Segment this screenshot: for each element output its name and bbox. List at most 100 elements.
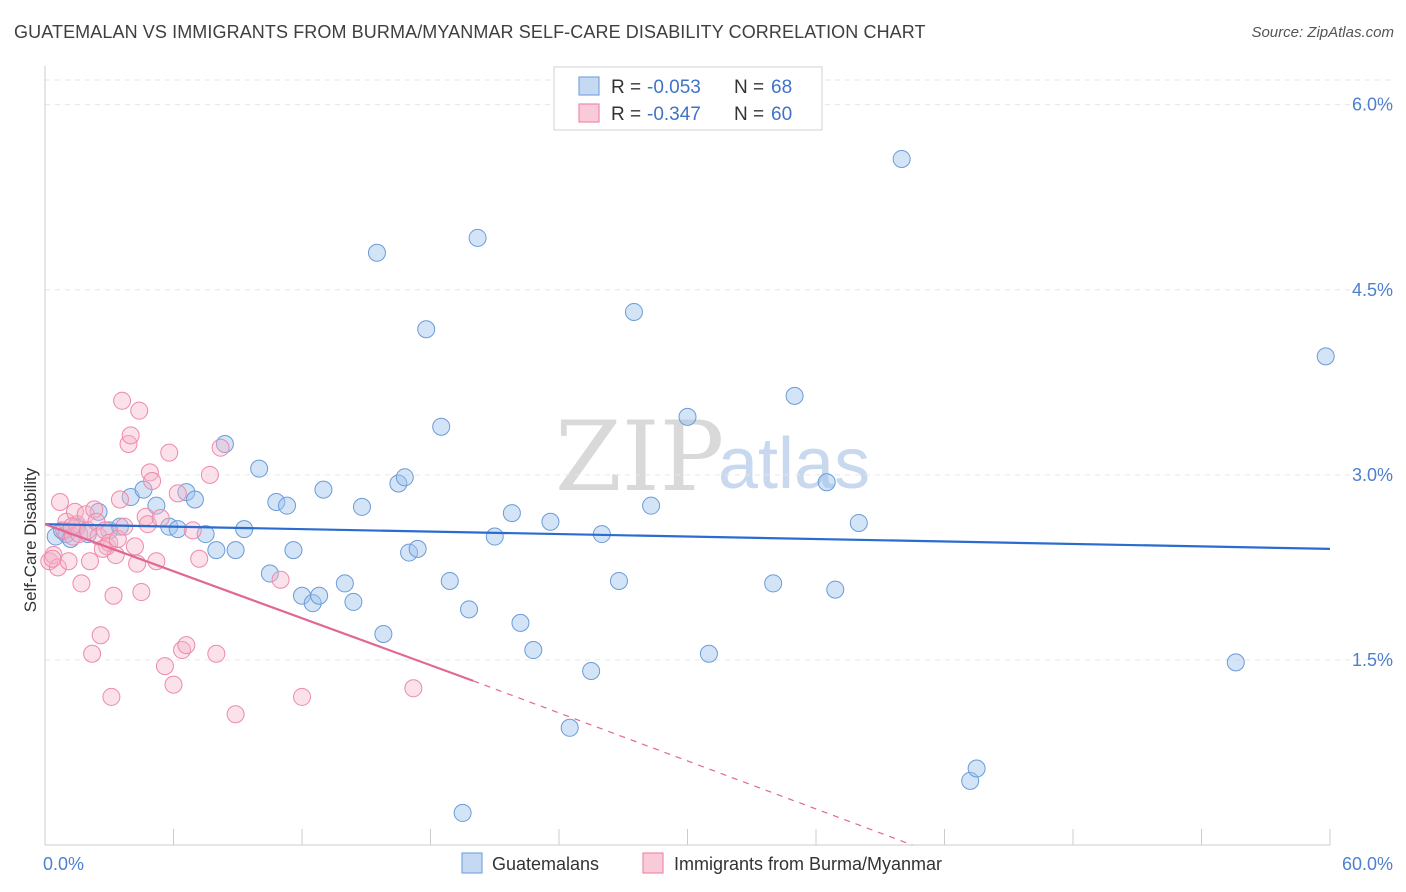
point-burma-11 — [72, 574, 91, 593]
legend-r-label-2: R = — [611, 104, 641, 125]
source-label: Source: ZipAtlas.com — [1251, 24, 1394, 41]
point-burma-54 — [271, 570, 290, 589]
point-guatemalans-29 — [314, 480, 333, 499]
point-burma-23 — [102, 687, 121, 706]
y-tick-label-3: 6.0% — [1352, 95, 1393, 115]
point-burma-3 — [50, 492, 69, 511]
legend-n-label-2: N = — [734, 104, 764, 125]
point-guatemalans-65 — [967, 759, 986, 778]
point-burma-24 — [104, 586, 123, 605]
legend: R = -0.053 N = 68 R = -0.347 N = 60 — [553, 66, 823, 131]
legend-swatch-pink — [578, 103, 600, 123]
point-guatemalans-61 — [826, 580, 845, 599]
watermark-zip: ZIP — [555, 401, 724, 513]
point-burma-12 — [76, 505, 95, 524]
point-burma-44 — [164, 675, 183, 694]
point-guatemalans-17 — [207, 541, 226, 560]
point-guatemalans-43 — [460, 600, 479, 619]
point-guatemalans-44 — [468, 228, 487, 247]
x-tick-label-1: 60.0% — [1342, 854, 1393, 874]
point-guatemalans-50 — [560, 718, 579, 737]
bottom-legend-swatch-pink — [642, 852, 664, 874]
point-guatemalans-31 — [344, 592, 363, 611]
point-burma-58 — [62, 517, 81, 536]
point-burma-34 — [130, 401, 149, 420]
tick-labels: 1.5% 3.0% 4.5% 6.0% 0.0% 60.0% — [43, 95, 1393, 874]
point-burma-28 — [113, 391, 132, 410]
point-guatemalans-30 — [335, 574, 354, 593]
legend-swatch-blue — [578, 76, 600, 96]
point-guatemalans-34 — [374, 625, 393, 644]
point-guatemalans-54 — [624, 302, 643, 321]
legend-r-label-1: R = — [611, 77, 641, 98]
point-burma-35 — [132, 583, 151, 602]
legend-n-value-1: 68 — [771, 77, 792, 98]
trend-line-burma — [44, 523, 474, 682]
point-burma-2 — [48, 558, 67, 577]
point-burma-42 — [155, 657, 174, 676]
point-guatemalans-57 — [699, 644, 718, 663]
point-burma-6 — [59, 552, 78, 571]
point-burma-15 — [83, 644, 102, 663]
y-tick-label-0: 1.5% — [1352, 650, 1393, 670]
point-guatemalans-22 — [260, 564, 279, 583]
point-burma-47 — [177, 636, 196, 655]
legend-r-value-1: -0.053 — [647, 77, 701, 98]
point-guatemalans-23 — [267, 492, 286, 511]
point-guatemalans-37 — [400, 543, 419, 562]
point-guatemalans-66 — [1226, 653, 1245, 672]
point-guatemalans-15 — [185, 490, 204, 509]
point-guatemalans-56 — [678, 407, 697, 426]
bottom-legend-burma: Immigrants from Burma/Myanmar — [674, 854, 942, 874]
point-guatemalans-48 — [524, 641, 543, 660]
point-guatemalans-27 — [303, 594, 322, 613]
point-guatemalans-63 — [892, 149, 911, 168]
x-tick-label-0: 0.0% — [43, 854, 84, 874]
bottom-legend-swatch-blue — [461, 852, 483, 874]
point-burma-50 — [200, 465, 219, 484]
point-guatemalans-67 — [1316, 347, 1335, 366]
point-burma-27 — [110, 490, 129, 509]
point-guatemalans-47 — [511, 613, 530, 632]
point-guatemalans-62 — [849, 513, 868, 532]
point-guatemalans-36 — [395, 468, 414, 487]
watermark-atlas: atlas — [718, 424, 870, 504]
bottom-legend: Guatemalans Immigrants from Burma/Myanma… — [461, 852, 942, 874]
point-guatemalans-42 — [453, 803, 472, 822]
point-burma-56 — [404, 679, 423, 698]
point-burma-48 — [183, 521, 202, 540]
point-guatemalans-51 — [582, 662, 601, 681]
y-tick-label-2: 4.5% — [1352, 280, 1393, 300]
point-guatemalans-13 — [168, 520, 187, 539]
series-burma — [40, 391, 423, 724]
point-burma-31 — [121, 426, 140, 445]
point-guatemalans-41 — [440, 571, 459, 590]
point-burma-39 — [143, 472, 162, 491]
point-burma-55 — [293, 687, 311, 706]
point-guatemalans-46 — [502, 504, 521, 523]
point-guatemalans-45 — [485, 527, 504, 546]
point-burma-43 — [160, 443, 179, 462]
point-guatemalans-59 — [785, 386, 804, 405]
point-guatemalans-24 — [278, 496, 297, 515]
axes — [44, 66, 1331, 846]
watermark: ZIP atlas — [555, 401, 870, 513]
trend-line-burma-extension — [473, 680, 913, 846]
legend-n-value-2: 60 — [771, 104, 792, 125]
point-guatemalans-40 — [432, 417, 451, 436]
point-guatemalans-49 — [541, 512, 560, 531]
point-guatemalans-38 — [408, 539, 427, 558]
point-burma-53 — [226, 705, 245, 724]
point-guatemalans-33 — [367, 243, 386, 262]
point-guatemalans-60 — [817, 473, 836, 492]
point-guatemalans-21 — [250, 459, 269, 478]
bottom-legend-guatemalans: Guatemalans — [492, 854, 599, 874]
legend-r-value-2: -0.347 — [647, 104, 701, 125]
point-burma-45 — [168, 484, 187, 503]
point-guatemalans-39 — [417, 320, 436, 339]
gridlines — [45, 79, 1393, 661]
point-guatemalans-32 — [352, 497, 371, 516]
y-tick-label-1: 3.0% — [1352, 465, 1393, 485]
y-axis-label: Self-Care Disability — [21, 467, 40, 612]
